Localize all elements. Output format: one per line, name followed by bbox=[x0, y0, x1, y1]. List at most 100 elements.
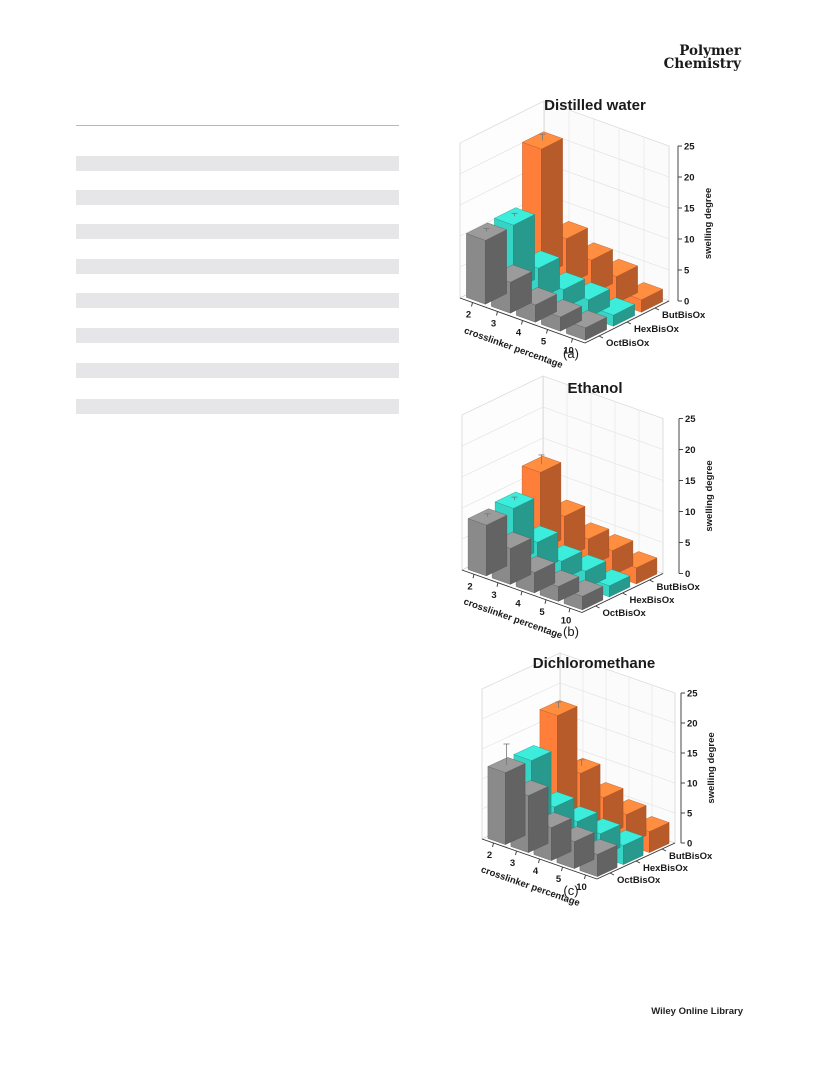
grid-line bbox=[543, 193, 670, 240]
series-tick-mark bbox=[609, 872, 615, 876]
grid-line bbox=[559, 652, 676, 694]
z-tick-label: 0 bbox=[684, 297, 689, 308]
z-tick-label: 20 bbox=[685, 445, 696, 456]
panel-label: (a) bbox=[563, 346, 579, 361]
bars-group bbox=[487, 700, 670, 877]
grid-line bbox=[559, 712, 676, 754]
x-tick-label: 10 bbox=[563, 346, 574, 357]
grid-line bbox=[542, 375, 664, 419]
bars-group bbox=[467, 454, 658, 611]
x-tick-mark bbox=[546, 329, 548, 334]
series-tick-mark bbox=[649, 579, 654, 583]
table-band bbox=[76, 363, 399, 378]
z-axis-label: swelling degree bbox=[703, 188, 714, 259]
z-tick-label: 5 bbox=[685, 538, 691, 549]
grid-line bbox=[481, 682, 561, 720]
x-tick-mark bbox=[544, 599, 547, 604]
panel-label: (b) bbox=[563, 624, 579, 639]
x-tick-label: 4 bbox=[515, 598, 521, 609]
z-axis-label: swelling degree bbox=[706, 732, 717, 803]
chart-title: Dichloromethane bbox=[533, 655, 656, 672]
bar-OctBisOx-2 bbox=[465, 222, 508, 305]
grid-line bbox=[542, 468, 664, 512]
x-tick-label: 5 bbox=[539, 607, 545, 618]
grid-line bbox=[543, 131, 670, 178]
series-tick-mark bbox=[598, 335, 604, 339]
x-tick-label: 3 bbox=[510, 858, 515, 869]
x-tick-mark bbox=[568, 608, 571, 613]
grid-line bbox=[543, 100, 670, 147]
z-tick-label: 0 bbox=[685, 569, 690, 580]
grid-line bbox=[542, 406, 664, 450]
x-tick-label: 2 bbox=[487, 850, 492, 861]
x-tick-mark bbox=[538, 858, 540, 864]
series-label-OctBisOx: OctBisOx bbox=[606, 338, 650, 349]
x-tick-label: 5 bbox=[556, 874, 562, 885]
chart-title: Ethanol bbox=[568, 380, 623, 397]
grid-line bbox=[459, 100, 545, 144]
series-label-HexBisOx: HexBisOx bbox=[630, 595, 676, 606]
table-band bbox=[76, 156, 399, 171]
x-tick-mark bbox=[496, 311, 498, 316]
x-tick-mark bbox=[584, 874, 586, 880]
x-axis-label: crosslinker percentage bbox=[463, 325, 565, 371]
x-tick-label: 2 bbox=[466, 310, 471, 321]
x-tick-mark bbox=[492, 842, 494, 848]
journal-name: Polymer Chemistry bbox=[664, 44, 741, 71]
z-tick-label: 20 bbox=[687, 719, 698, 730]
series-tick-mark bbox=[622, 592, 627, 596]
z-axis: 0 5 10 15 20 25 swelling degree bbox=[677, 142, 714, 308]
x-tick-label: 4 bbox=[533, 866, 539, 877]
x-axis-label: crosslinker percentage bbox=[462, 596, 564, 641]
x-tick-label: 3 bbox=[491, 319, 496, 330]
grid-line bbox=[559, 682, 676, 724]
z-tick-label: 25 bbox=[684, 142, 695, 153]
bar-OctBisOx-2 bbox=[467, 508, 508, 577]
z-tick-label: 5 bbox=[684, 266, 690, 277]
z-tick-label: 0 bbox=[687, 839, 692, 850]
x-tick-label: 2 bbox=[467, 581, 472, 592]
publisher-footer: Wiley Online Library bbox=[651, 1006, 743, 1017]
table-band bbox=[76, 399, 399, 414]
series-label-OctBisOx: OctBisOx bbox=[617, 875, 661, 886]
z-tick-label: 10 bbox=[684, 235, 695, 246]
table-band bbox=[76, 224, 399, 239]
series-label-OctBisOx: OctBisOx bbox=[603, 608, 647, 619]
table-band bbox=[76, 328, 399, 343]
bar-top-face bbox=[494, 491, 535, 509]
table-shading bbox=[76, 125, 399, 414]
x-tick-mark bbox=[521, 320, 523, 325]
x-tick-label: 10 bbox=[576, 882, 587, 893]
bar-side-face bbox=[505, 763, 526, 845]
x-tick-label: 3 bbox=[491, 590, 496, 601]
z-tick-label: 25 bbox=[687, 689, 698, 700]
table-band bbox=[76, 293, 399, 308]
x-tick-label: 4 bbox=[516, 328, 522, 339]
bar-front-face bbox=[487, 766, 506, 845]
bar-top-face bbox=[513, 745, 552, 761]
z-axis: 0 5 10 15 20 25 swelling degree bbox=[680, 689, 717, 850]
series-tick-mark bbox=[626, 321, 632, 325]
chart-title: Distilled water bbox=[544, 97, 646, 114]
z-tick-label: 10 bbox=[687, 779, 698, 790]
bars-group bbox=[465, 131, 664, 341]
x-tick-mark bbox=[496, 582, 499, 587]
panel-label: (c) bbox=[563, 883, 578, 898]
grid-line bbox=[461, 375, 544, 416]
x-tick-label: 10 bbox=[561, 615, 572, 626]
x-tick-label: 5 bbox=[541, 337, 547, 348]
grid-line bbox=[542, 437, 664, 481]
z-tick-label: 25 bbox=[685, 414, 696, 425]
z-tick-label: 15 bbox=[684, 204, 695, 215]
series-tick-mark bbox=[595, 605, 600, 609]
bar-front-face bbox=[467, 518, 487, 577]
grid-line bbox=[481, 652, 561, 690]
table-band bbox=[76, 259, 399, 274]
x-tick-mark bbox=[520, 591, 523, 596]
